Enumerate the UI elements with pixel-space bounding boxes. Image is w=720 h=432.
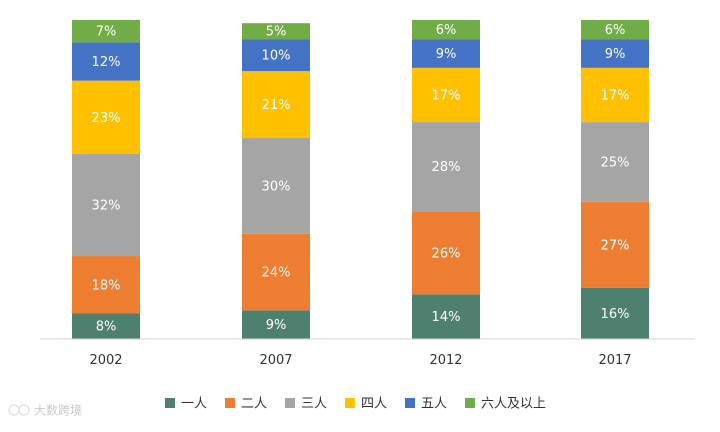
data-label-2017-3: 25% — [601, 155, 630, 170]
data-label-2017-1: 16% — [601, 307, 630, 322]
watermark-text: 大数跨境 — [34, 403, 82, 418]
bar-2017-4 — [581, 67, 649, 123]
bar-2012-5 — [412, 39, 480, 68]
data-label-2012-5: 9% — [436, 47, 457, 62]
data-label-2012-3: 28% — [432, 160, 461, 175]
x-tick-label-2002: 2002 — [89, 353, 122, 368]
bars-group: 8% 18% 32% 23% 12% 7% 9% 24% 30% 21% 10% 5% 14% 26% 28… — [72, 20, 649, 339]
bar-2002-6 — [72, 20, 140, 43]
data-label-2007-6: 5% — [266, 25, 287, 40]
bar-2007-5 — [242, 39, 310, 72]
x-tick-label-2017: 2017 — [598, 353, 631, 368]
legend-label-3: 三人 — [301, 397, 327, 412]
data-label-2017-6: 6% — [605, 23, 626, 38]
legend-label-1: 一人 — [181, 397, 207, 412]
data-label-2012-2: 26% — [432, 246, 461, 261]
bar-2002-2 — [72, 256, 140, 314]
bar-2002-5 — [72, 42, 140, 81]
data-label-2002-6: 7% — [96, 25, 117, 40]
data-label-2017-4: 17% — [601, 88, 630, 103]
legend-swatch-1 — [165, 398, 175, 408]
data-label-2017-2: 27% — [601, 238, 630, 253]
data-label-2007-2: 24% — [262, 266, 291, 281]
data-label-2017-5: 9% — [605, 47, 626, 62]
legend-swatch-5 — [405, 398, 415, 408]
legend-label-2: 二人 — [241, 397, 267, 412]
bar-2012-1 — [412, 294, 480, 339]
bar-2007-2 — [242, 233, 310, 311]
legend-label-5: 五人 — [421, 397, 447, 412]
watermark: 大数跨境 — [8, 403, 82, 418]
bar-2007-3 — [242, 138, 310, 234]
bar-2007-6 — [242, 23, 310, 40]
bar-2017-3 — [581, 122, 649, 202]
legend-swatch-4 — [345, 398, 355, 408]
bar-2002-4 — [72, 80, 140, 154]
bar-2007-1 — [242, 310, 310, 339]
data-label-2002-2: 18% — [92, 278, 121, 293]
data-label-2002-4: 23% — [92, 111, 121, 126]
bar-2017-2 — [581, 201, 649, 288]
bar-2017-6 — [581, 20, 649, 40]
bar-2002-3 — [72, 153, 140, 257]
data-label-2012-4: 17% — [432, 88, 461, 103]
bar-2012-3 — [412, 122, 480, 212]
x-tick-label-2012: 2012 — [429, 353, 462, 368]
watermark-logo-icon — [8, 404, 30, 416]
data-label-2002-1: 8% — [96, 320, 117, 335]
bar-2017-5 — [581, 39, 649, 68]
data-label-2007-3: 30% — [262, 179, 291, 194]
bar-2007-4 — [242, 71, 310, 139]
data-label-2007-4: 21% — [262, 98, 291, 113]
x-axis-ticks: 2002 2007 2012 2017 — [89, 353, 631, 368]
data-label-2002-3: 32% — [92, 199, 121, 214]
data-label-2012-6: 6% — [436, 23, 457, 38]
legend: 一人 二人 三人 四人 五人 六人及以上 — [165, 397, 546, 412]
bar-2012-6 — [412, 20, 480, 40]
legend-label-4: 四人 — [361, 397, 387, 412]
legend-swatch-3 — [285, 398, 295, 408]
bar-2017-1 — [581, 287, 649, 339]
data-label-2002-5: 12% — [92, 55, 121, 70]
x-tick-label-2007: 2007 — [259, 353, 292, 368]
bar-2012-4 — [412, 67, 480, 123]
legend-swatch-6 — [465, 398, 475, 408]
data-label-2012-1: 14% — [432, 310, 461, 325]
data-label-2007-1: 9% — [266, 318, 287, 333]
bar-2012-2 — [412, 211, 480, 295]
bar-2002-1 — [72, 313, 140, 339]
legend-label-6: 六人及以上 — [481, 397, 546, 412]
legend-swatch-2 — [225, 398, 235, 408]
data-label-2007-5: 10% — [262, 49, 291, 64]
